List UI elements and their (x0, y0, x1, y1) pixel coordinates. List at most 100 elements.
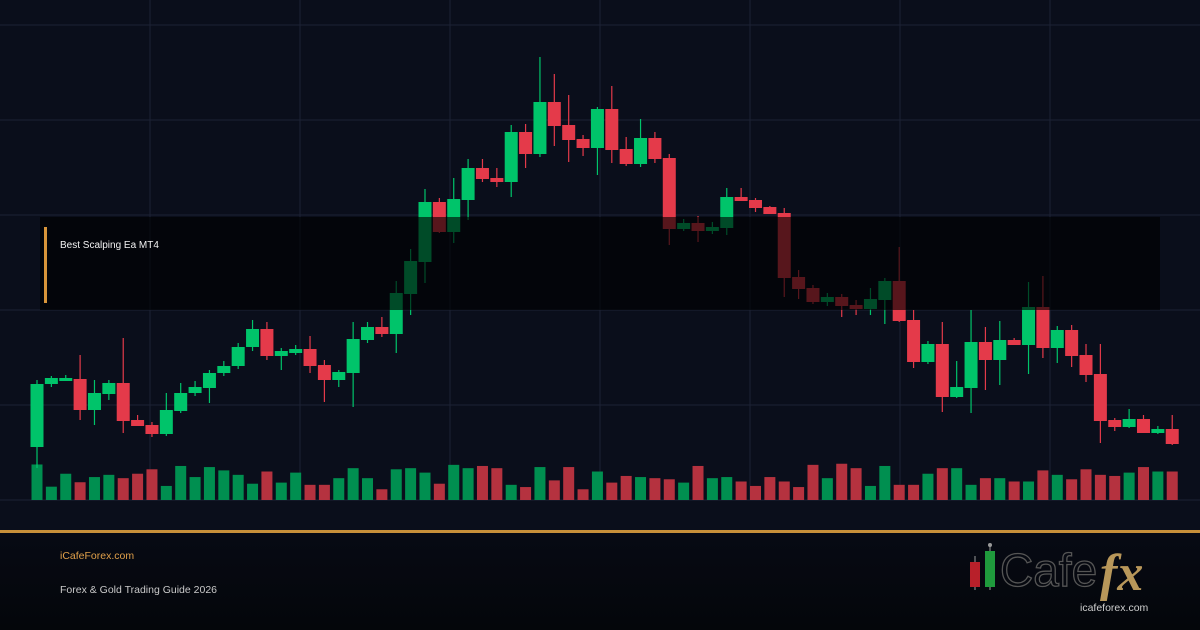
volume-bar (1109, 475, 1121, 500)
candle-body (102, 383, 116, 394)
volume-bar (275, 482, 287, 500)
footer-subtitle: Forex & Gold Trading Guide 2026 (60, 584, 218, 596)
volume-bar (994, 478, 1006, 500)
candle-body (763, 207, 777, 214)
candle-body (1036, 307, 1050, 348)
candle-body (1050, 330, 1064, 348)
candle-body (1151, 429, 1165, 433)
volume-bar (1166, 471, 1178, 500)
volume-bar (132, 473, 144, 500)
volume-bar (1051, 474, 1063, 500)
volume-bar (1123, 472, 1135, 500)
candle-body (749, 200, 762, 208)
title-overlay: Best Scalping Ea MT4 (40, 217, 1160, 310)
candle-body (619, 149, 633, 164)
candle-body (59, 378, 73, 381)
candle-body (605, 109, 619, 150)
candle-body (978, 342, 992, 360)
candle-body (1079, 355, 1093, 375)
volume-bar (908, 484, 920, 500)
volume-bar (836, 463, 848, 500)
volume-bars (31, 463, 1178, 500)
volume-bar (333, 478, 345, 500)
candle-body (202, 373, 216, 388)
volume-bar (879, 465, 891, 500)
candle-body (734, 197, 748, 201)
accent-divider (0, 530, 1200, 533)
candle-body (44, 378, 58, 384)
volume-bar (706, 478, 718, 500)
logo-red-candle (970, 562, 980, 587)
volume-bar (1094, 474, 1106, 500)
volume-bar (620, 475, 632, 500)
candle-body (648, 138, 662, 159)
volume-bar (433, 483, 445, 500)
candle-body (662, 158, 676, 229)
volume-bar (807, 464, 819, 500)
candle-body (159, 410, 173, 434)
candle-body (533, 102, 547, 154)
candle-body (1065, 330, 1079, 356)
candle-body (303, 349, 317, 366)
volume-bar (491, 468, 503, 500)
candle-body (576, 139, 590, 148)
candle-body (317, 365, 331, 380)
volume-bar (175, 465, 187, 500)
volume-bar (304, 484, 316, 500)
volume-bar (951, 468, 963, 500)
volume-bar (1037, 470, 1049, 500)
candle-body (73, 379, 87, 410)
volume-bar (1152, 471, 1164, 500)
candle-body (332, 372, 346, 380)
site-link[interactable]: iCafeForex.com (60, 550, 135, 562)
candle-body (590, 109, 604, 148)
logo-url: icafeforex.com (1080, 602, 1149, 614)
volume-bar (548, 480, 560, 500)
overlay-title: Best Scalping Ea MT4 (60, 240, 159, 251)
candle-body (131, 420, 145, 426)
volume-bar (405, 468, 417, 500)
volume-bar (505, 484, 517, 500)
logo-word: Cafe (1000, 544, 1097, 596)
volume-bar (189, 477, 201, 500)
volume-bar (74, 482, 86, 500)
volume-bar (476, 465, 488, 500)
volume-bar (232, 474, 244, 500)
candlestick-chart: Best Scalping Ea MT4 (0, 0, 1200, 530)
candle-body (562, 125, 576, 140)
volume-bar (117, 478, 129, 500)
volume-bar (1066, 479, 1078, 500)
candle-body (907, 320, 921, 362)
candle-body (289, 349, 303, 353)
candle-body (921, 344, 935, 362)
volume-bar (1080, 469, 1092, 500)
volume-bar (649, 478, 661, 500)
candle-body (246, 329, 260, 347)
footer: iCafeForex.com Forex & Gold Trading Guid… (0, 533, 1200, 630)
volume-bar (1023, 481, 1035, 500)
candle-body (950, 387, 964, 397)
volume-bar (793, 487, 805, 500)
volume-bar (347, 468, 359, 500)
volume-bar (203, 467, 215, 500)
volume-bar (534, 467, 546, 500)
candle-body (217, 366, 231, 373)
volume-bar (419, 472, 431, 500)
volume-bar (103, 474, 115, 500)
volume-bar (448, 464, 460, 500)
candle-body (375, 327, 389, 334)
volume-bar (936, 468, 948, 500)
candle-body (145, 425, 159, 434)
volume-bar (922, 473, 934, 500)
volume-bar (390, 469, 402, 500)
candle-body (461, 168, 475, 200)
volume-bar (462, 468, 474, 500)
logo-fx: fx (1100, 545, 1143, 602)
candle-body (30, 384, 44, 447)
volume-bar (520, 487, 532, 500)
candle-body (260, 329, 274, 356)
volume-bar (362, 478, 374, 500)
volume-bar (88, 477, 100, 500)
candle-body (188, 387, 202, 393)
volume-bar (160, 485, 172, 500)
